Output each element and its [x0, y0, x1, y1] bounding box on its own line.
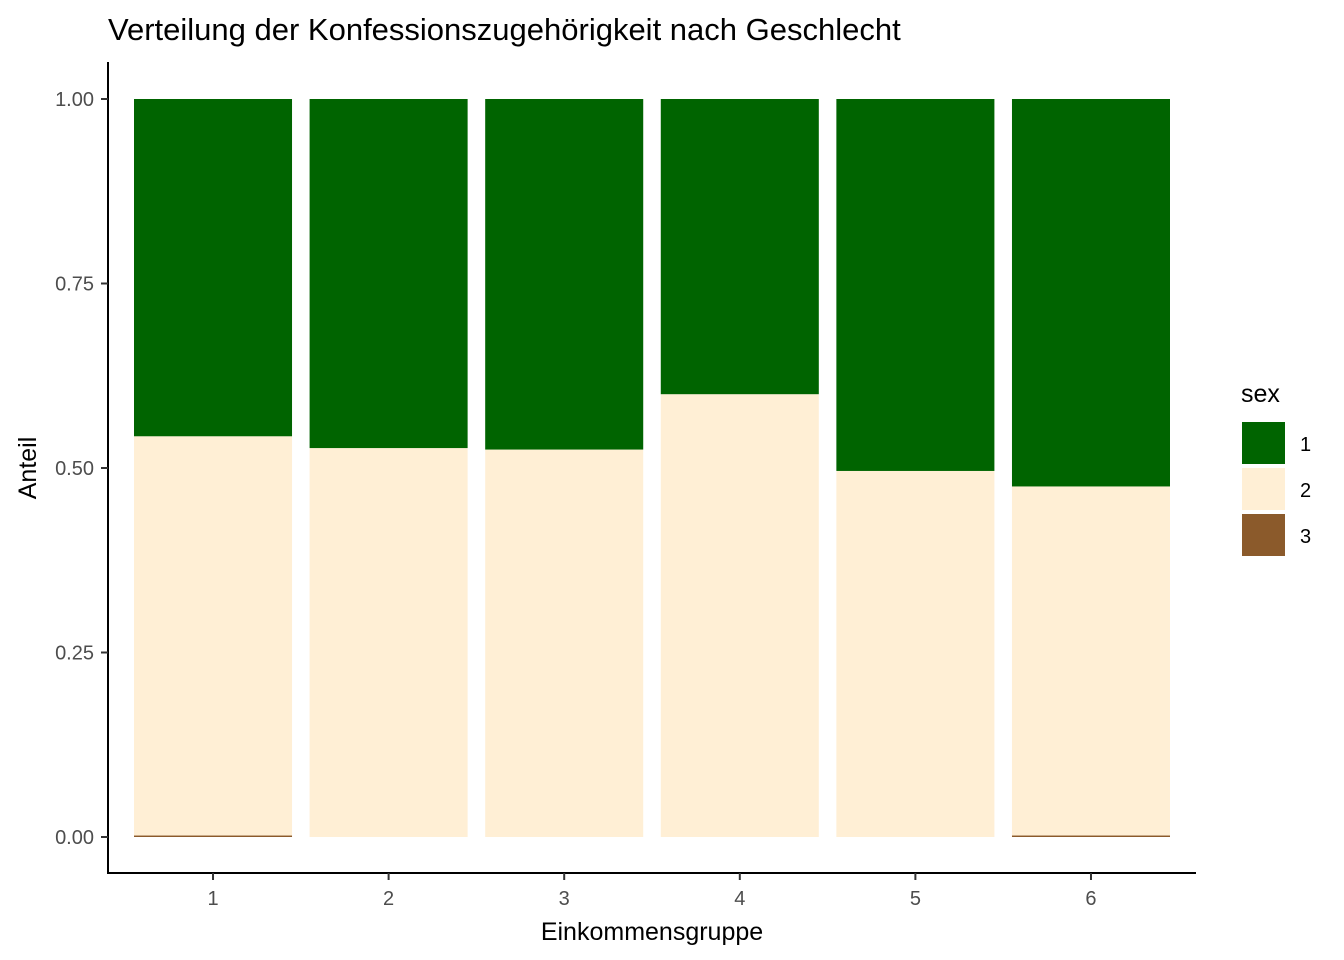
bar-segment-sex-2-group-1 — [134, 436, 293, 836]
bar-segment-sex-1-group-5 — [836, 99, 995, 471]
legend-swatch-2 — [1242, 468, 1285, 510]
bar-segment-sex-1-group-3 — [485, 99, 644, 450]
bar-segment-sex-2-group-5 — [836, 470, 995, 837]
bar-segment-sex-2-group-6 — [1011, 486, 1170, 836]
x-axis-title: Einkommensgruppe — [541, 918, 763, 946]
x-tick-label: 2 — [383, 888, 394, 910]
legend-title: sex — [1241, 380, 1280, 408]
bar-segment-sex-1-group-2 — [309, 99, 468, 449]
legend: sex 1 2 3 — [1241, 380, 1311, 556]
x-tick-label: 4 — [734, 888, 745, 910]
y-ticks-group: 0.00 0.25 0.50 0.75 1.00 — [55, 89, 108, 849]
bar-segment-sex-3-group-6 — [1011, 835, 1170, 837]
bar-segment-sex-3-group-1 — [134, 835, 293, 837]
x-tick-label: 5 — [910, 888, 921, 910]
y-axis-title: Anteil — [14, 437, 42, 500]
legend-label-1: 1 — [1300, 434, 1311, 456]
bars-group — [134, 99, 1170, 837]
x-tick-label: 1 — [207, 888, 218, 910]
y-tick-label: 0.00 — [55, 827, 94, 849]
bar-segment-sex-1-group-4 — [660, 99, 819, 395]
bar-segment-sex-1-group-6 — [1011, 99, 1170, 487]
x-tick-label: 6 — [1085, 888, 1096, 910]
bar-segment-sex-2-group-2 — [309, 448, 468, 837]
x-ticks-group: 1 2 3 4 5 6 — [207, 873, 1097, 910]
chart-title: Verteilung der Konfessionszugehörigkeit … — [108, 12, 901, 47]
y-tick-label: 1.00 — [55, 89, 94, 111]
legend-label-2: 2 — [1300, 480, 1311, 502]
bar-segment-sex-2-group-4 — [660, 394, 819, 837]
bar-segment-sex-1-group-1 — [134, 99, 293, 437]
y-tick-label: 0.50 — [55, 458, 94, 480]
legend-swatch-1 — [1242, 422, 1285, 464]
legend-label-3: 3 — [1300, 526, 1311, 548]
bar-segment-sex-2-group-3 — [485, 449, 644, 837]
y-tick-label: 0.25 — [55, 643, 94, 665]
legend-items: 1 2 3 — [1242, 422, 1311, 556]
legend-swatch-3 — [1242, 514, 1285, 556]
y-tick-label: 0.75 — [55, 274, 94, 296]
x-tick-label: 3 — [559, 888, 570, 910]
